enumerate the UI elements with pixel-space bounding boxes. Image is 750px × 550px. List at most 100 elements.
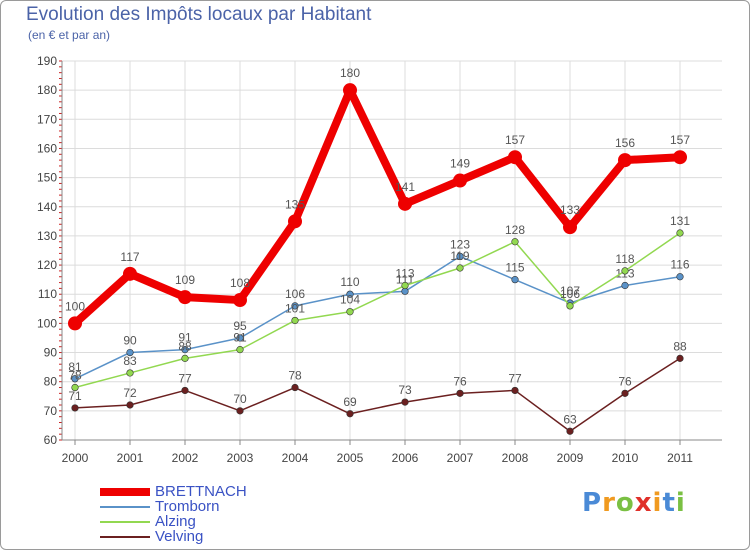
logo-letter: i — [675, 488, 686, 518]
y-tick-label: 60 — [44, 433, 58, 447]
data-point — [676, 273, 684, 281]
data-point — [123, 266, 137, 281]
data-label: 111 — [396, 272, 415, 286]
x-tick-label: 2011 — [667, 451, 693, 465]
y-tick-label: 80 — [44, 375, 58, 389]
data-label: 119 — [450, 249, 469, 263]
x-tick-label: 2008 — [502, 451, 529, 465]
data-point — [566, 427, 574, 435]
data-point — [236, 334, 244, 342]
data-point — [621, 389, 629, 397]
y-tick-label: 110 — [38, 287, 57, 301]
data-point — [236, 407, 244, 415]
chart-title: Evolution des Impôts locaux par Habitant — [26, 4, 372, 25]
data-point — [673, 150, 687, 165]
data-label: 83 — [123, 354, 137, 368]
data-label: 78 — [288, 369, 302, 383]
x-tick-label: 2001 — [117, 451, 144, 465]
data-point — [563, 220, 577, 235]
data-label: 76 — [618, 374, 632, 388]
data-point — [621, 267, 629, 275]
data-point — [511, 276, 519, 284]
data-label: 88 — [178, 339, 192, 353]
y-tick-label: 120 — [37, 258, 57, 272]
data-label: 113 — [395, 266, 414, 280]
data-label: 118 — [615, 252, 634, 266]
x-tick-label: 2002 — [172, 451, 199, 465]
data-point — [401, 281, 409, 290]
data-label: 106 — [285, 287, 305, 301]
data-label: 157 — [670, 133, 690, 147]
data-point — [291, 302, 299, 310]
plot-area — [62, 61, 722, 440]
data-point — [291, 316, 299, 325]
proxiti-logo: Proxiti — [582, 488, 686, 518]
series-line-velving — [74, 357, 681, 433]
logo-letter: P — [582, 488, 603, 518]
data-label: 107 — [560, 284, 580, 298]
data-label: 70 — [233, 392, 247, 406]
data-label: 69 — [343, 395, 357, 409]
data-label: 133 — [560, 203, 580, 217]
data-label: 77 — [508, 371, 522, 385]
data-point — [621, 281, 629, 290]
data-point — [71, 404, 79, 412]
data-point — [178, 290, 192, 305]
y-tick-label: 150 — [37, 171, 57, 185]
data-point — [181, 354, 189, 362]
legend-label-brettnach: BRETTNACH — [155, 483, 247, 500]
y-tick-label: 170 — [37, 112, 57, 126]
data-label: 156 — [615, 136, 635, 150]
data-point — [456, 252, 464, 260]
data-point — [566, 302, 574, 310]
chart-subtitle: (en € et par an) — [28, 28, 111, 42]
data-label: 73 — [398, 383, 412, 397]
data-point — [236, 346, 244, 354]
data-label: 91 — [178, 331, 192, 345]
data-label: 157 — [505, 133, 525, 147]
series-line-alzing — [74, 232, 681, 389]
data-label: 81 — [68, 360, 82, 374]
x-tick-label: 2006 — [392, 451, 419, 465]
data-label: 131 — [670, 214, 690, 228]
data-label: 95 — [233, 319, 247, 333]
data-point — [511, 386, 519, 395]
y-tick-label: 70 — [44, 404, 58, 418]
y-tick-label: 160 — [37, 141, 57, 155]
x-tick-label: 2010 — [612, 451, 639, 465]
data-label: 78 — [68, 369, 82, 383]
data-point — [453, 173, 467, 188]
data-label: 100 — [65, 299, 85, 313]
logo-letter: t — [662, 488, 676, 518]
data-point — [126, 348, 134, 357]
y-tick-label: 130 — [37, 229, 57, 243]
data-point — [126, 401, 134, 409]
data-label: 116 — [670, 258, 689, 272]
data-label: 110 — [340, 275, 359, 289]
data-point — [181, 346, 189, 354]
data-label: 106 — [560, 287, 580, 301]
y-tick-label: 180 — [37, 83, 57, 97]
data-point — [346, 308, 354, 316]
data-label: 141 — [395, 180, 415, 194]
y-tick-label: 140 — [37, 200, 57, 214]
data-point — [181, 386, 189, 395]
legend-label-tromborn: Tromborn — [155, 498, 220, 515]
data-label: 180 — [340, 66, 360, 80]
y-tick-label: 100 — [37, 316, 57, 330]
data-point — [291, 383, 299, 392]
logo-letter: x — [634, 488, 653, 518]
data-label: 76 — [453, 374, 467, 388]
data-label: 77 — [178, 371, 192, 385]
data-point — [401, 398, 409, 406]
data-label: 88 — [673, 339, 687, 353]
x-tick-label: 2004 — [282, 451, 309, 465]
data-label: 104 — [340, 293, 360, 307]
data-point — [456, 264, 464, 272]
data-point — [511, 238, 519, 246]
data-label: 71 — [68, 389, 82, 403]
logo-letter: o — [615, 488, 635, 518]
data-point — [676, 354, 684, 362]
data-point — [288, 214, 302, 229]
